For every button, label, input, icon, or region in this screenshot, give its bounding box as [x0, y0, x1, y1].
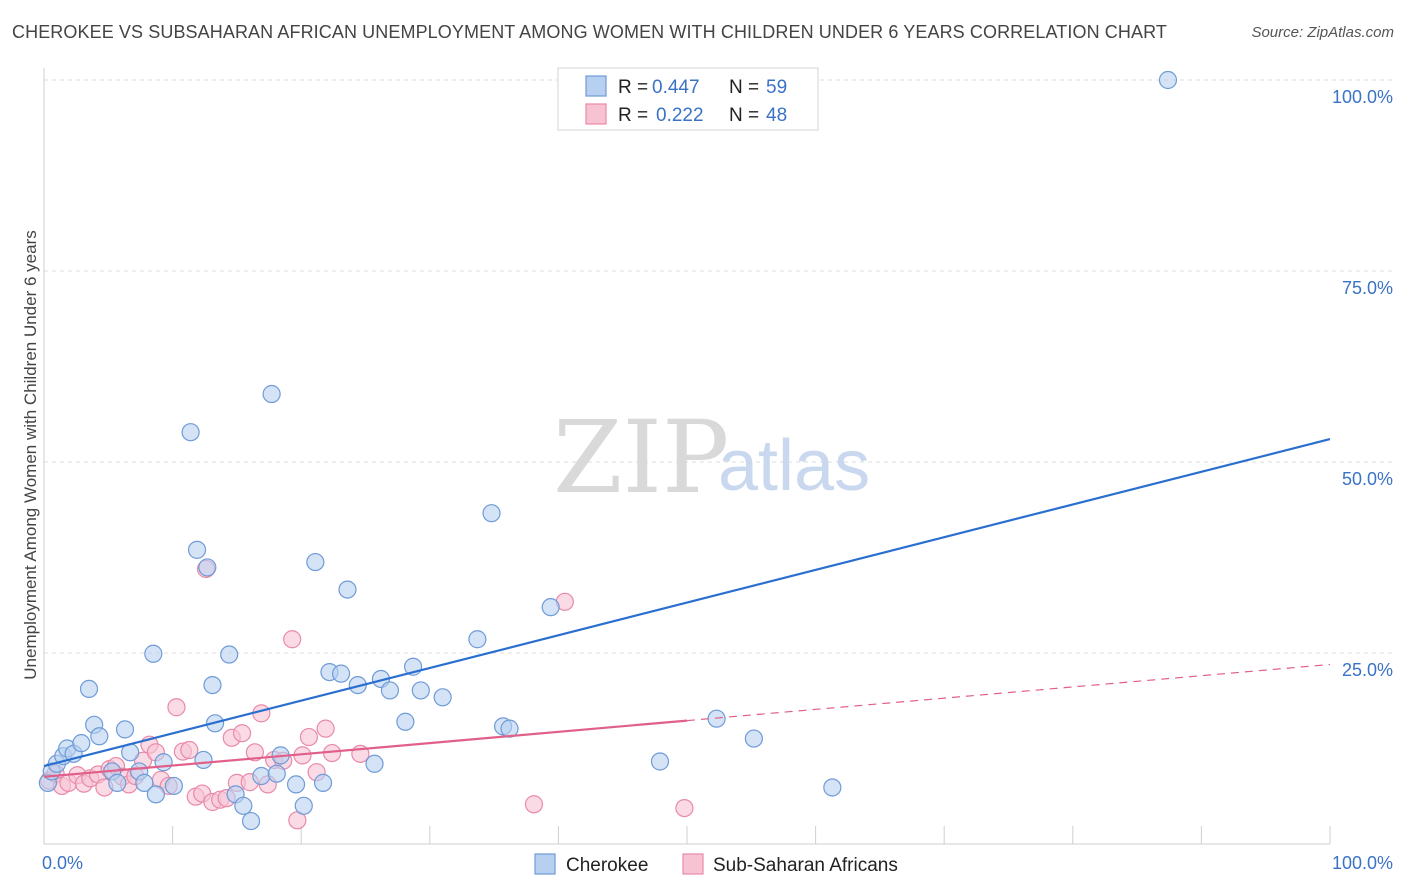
cherokee-trend-line: [43, 438, 1331, 768]
cherokee-point: [1158, 70, 1178, 90]
axes: [43, 68, 1331, 845]
bottom-legend-swatch-subsaharan: [682, 853, 704, 875]
cherokee-point: [294, 796, 313, 815]
y-tick-label: 25.0%: [1342, 660, 1393, 680]
watermark-atlas: atlas: [718, 426, 870, 506]
y-tick-label: 100.0%: [1332, 87, 1393, 107]
y-axis-title: Unemployment Among Women with Children U…: [21, 230, 40, 679]
data-points: [38, 70, 1178, 831]
legend-r-value-2: 0.222: [656, 105, 704, 126]
cherokee-point: [338, 580, 357, 599]
cherokee-point: [707, 709, 726, 728]
trend-lines: [43, 438, 1331, 778]
legend-n-label-2: N =: [729, 105, 759, 126]
legend-r-value-1: 0.447: [652, 77, 700, 98]
cherokee-point: [72, 734, 91, 753]
cherokee-point: [154, 753, 173, 772]
legend-n-label-1: N =: [729, 77, 759, 98]
cherokee-point: [203, 675, 222, 695]
cherokee-point: [650, 752, 670, 771]
cherokee-point: [433, 688, 452, 707]
cherokee-point: [482, 504, 501, 523]
cherokee-point: [144, 644, 163, 663]
cherokee-point: [164, 776, 183, 796]
cherokee-point: [468, 630, 487, 649]
subsaharan-point: [299, 727, 319, 747]
x-tick-label: 100.0%: [1332, 853, 1393, 873]
cherokee-point: [241, 811, 261, 831]
y-tick-label: 75.0%: [1342, 278, 1393, 298]
subsaharan-point: [245, 743, 265, 762]
cherokee-point: [396, 712, 415, 731]
cherokee-point: [313, 773, 333, 792]
subsaharan-point: [316, 719, 335, 738]
cherokee-point: [146, 785, 165, 804]
cherokee-point: [541, 598, 560, 617]
legend-swatch-cherokee: [585, 75, 607, 97]
subsaharan-trend-extension: [686, 663, 1331, 722]
x-tick-label: 0.0%: [42, 853, 83, 873]
subsaharan-trend-line: [43, 719, 688, 778]
cherokee-point: [187, 540, 207, 559]
legend-r-label-2: R =: [618, 105, 648, 126]
correlation-legend: R = 0.447 N = 59 R = 0.222 N = 48: [557, 67, 819, 131]
tick-labels: 25.0% 50.0% 75.0% 100.0% 0.0% 100.0%: [42, 87, 1393, 873]
chart-title: CHEROKEE VS SUBSAHARAN AFRICAN UNEMPLOYM…: [12, 22, 1167, 42]
cherokee-point: [220, 645, 239, 664]
cherokee-point: [234, 796, 253, 815]
cherokee-point: [135, 773, 154, 792]
cherokee-point: [411, 681, 430, 700]
cherokee-point: [823, 778, 842, 797]
watermark: ZIP atlas: [553, 399, 870, 516]
cherokee-point: [262, 384, 281, 404]
legend-r-label-1: R =: [618, 77, 648, 98]
series-legend: Cherokee Sub-Saharan Africans: [534, 853, 898, 876]
bottom-legend-label-cherokee: Cherokee: [566, 855, 648, 876]
legend-swatch-subsaharan: [585, 103, 607, 125]
subsaharan-point: [167, 698, 186, 717]
cherokee-point: [306, 552, 325, 572]
cherokee-point: [198, 558, 217, 577]
cherokee-point: [194, 750, 213, 770]
cherokee-point: [331, 664, 351, 683]
legend-n-value-1: 59: [766, 77, 787, 98]
cherokee-point: [181, 423, 200, 442]
subsaharan-point: [283, 630, 302, 649]
gridlines: [44, 79, 1395, 654]
cherokee-point: [79, 679, 99, 699]
bottom-legend-swatch-cherokee: [534, 853, 556, 875]
cherokee-point: [267, 764, 286, 783]
subsaharan-point: [180, 740, 199, 760]
cherokee-point: [286, 775, 306, 794]
source-label: Source: ZipAtlas.com: [1251, 24, 1394, 41]
cherokee-point: [252, 766, 271, 786]
cherokee-point: [380, 681, 400, 700]
subsaharan-point: [524, 795, 544, 814]
legend-n-value-2: 48: [766, 105, 787, 126]
bottom-legend-label-subsaharan: Sub-Saharan Africans: [713, 855, 898, 876]
cherokee-point: [744, 729, 763, 748]
y-tick-label: 50.0%: [1342, 469, 1393, 489]
watermark-zip: ZIP: [553, 399, 729, 516]
cherokee-point: [115, 720, 135, 739]
cherokee-point: [108, 773, 127, 792]
subsaharan-point: [232, 724, 252, 743]
cherokee-point: [365, 754, 384, 773]
cherokee-point: [90, 727, 109, 746]
subsaharan-point: [675, 798, 694, 818]
